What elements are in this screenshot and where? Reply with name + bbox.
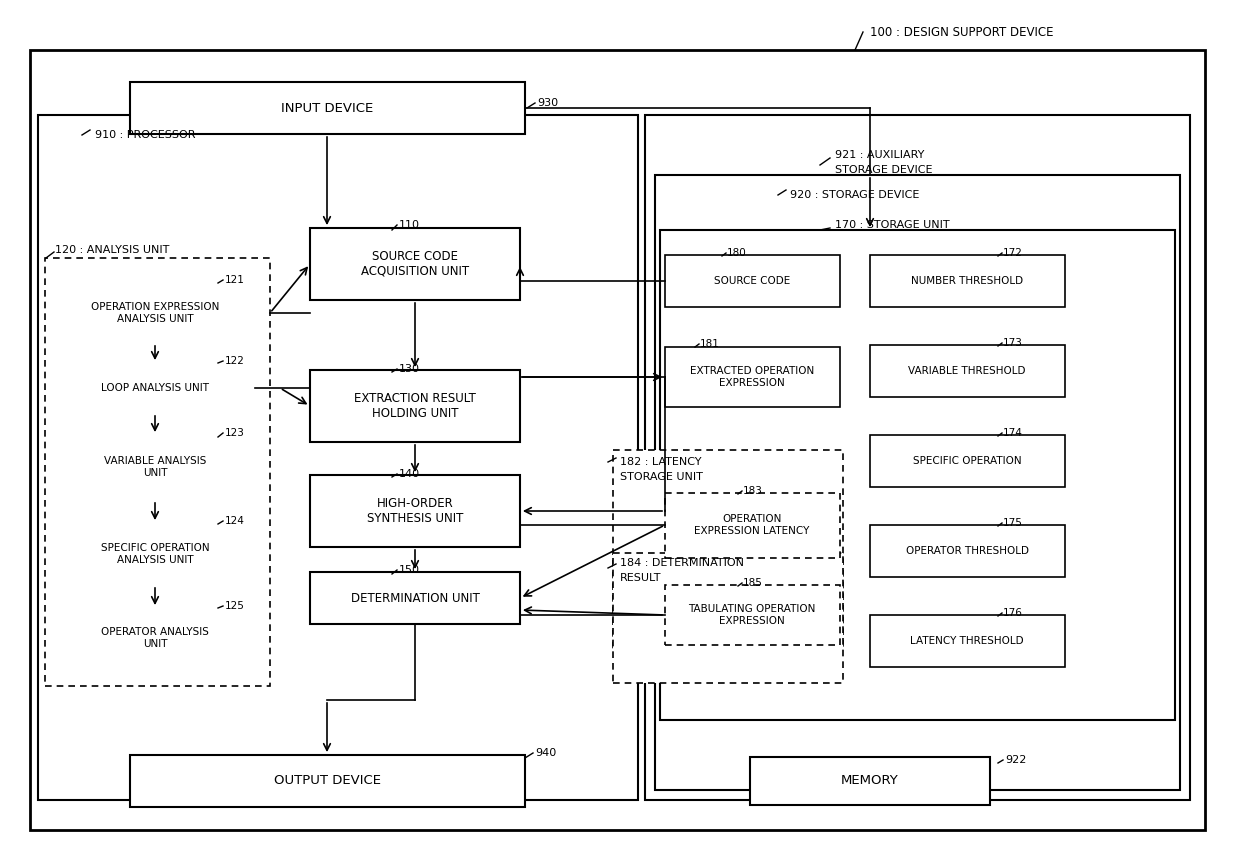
Bar: [55, 435, 255, 500]
Text: 183: 183: [743, 486, 763, 496]
Text: 172: 172: [1003, 248, 1023, 258]
Text: HIGH-ORDER
SYNTHESIS UNIT: HIGH-ORDER SYNTHESIS UNIT: [367, 497, 464, 525]
Text: EXTRACTION RESULT
HOLDING UNIT: EXTRACTION RESULT HOLDING UNIT: [355, 392, 476, 420]
Text: DETERMINATION UNIT: DETERMINATION UNIT: [351, 592, 480, 605]
Text: 940: 940: [534, 748, 557, 758]
Text: SOURCE CODE: SOURCE CODE: [714, 276, 790, 286]
Text: 930: 930: [537, 98, 558, 108]
Bar: [870, 345, 1065, 397]
Text: 125: 125: [224, 601, 244, 611]
Text: OPERATOR THRESHOLD: OPERATOR THRESHOLD: [905, 546, 1028, 556]
Bar: [870, 615, 1065, 667]
Text: 122: 122: [224, 356, 244, 366]
Text: LATENCY THRESHOLD: LATENCY THRESHOLD: [910, 636, 1024, 646]
Text: 140: 140: [399, 469, 420, 479]
Text: 182 : LATENCY: 182 : LATENCY: [620, 457, 702, 467]
Text: STORAGE DEVICE: STORAGE DEVICE: [835, 165, 932, 175]
Bar: [665, 585, 839, 645]
Text: 120 : ANALYSIS UNIT: 120 : ANALYSIS UNIT: [55, 245, 170, 255]
Text: LOOP ANALYSIS UNIT: LOOP ANALYSIS UNIT: [100, 383, 210, 393]
Text: NUMBER THRESHOLD: NUMBER THRESHOLD: [911, 276, 1023, 286]
Bar: [655, 175, 1180, 790]
Bar: [310, 228, 520, 300]
Text: OUTPUT DEVICE: OUTPUT DEVICE: [274, 774, 381, 787]
Bar: [665, 493, 839, 558]
Text: 123: 123: [224, 428, 244, 438]
Bar: [55, 363, 255, 413]
Text: 921 : AUXILIARY: 921 : AUXILIARY: [835, 150, 924, 160]
Bar: [750, 757, 990, 805]
Text: 176: 176: [1003, 608, 1023, 618]
Bar: [55, 608, 255, 668]
Text: 174: 174: [1003, 428, 1023, 438]
Bar: [870, 255, 1065, 307]
Text: 175: 175: [1003, 518, 1023, 528]
Bar: [310, 475, 520, 547]
Text: 910 : PROCESSOR: 910 : PROCESSOR: [95, 130, 196, 140]
Text: 922: 922: [1004, 755, 1027, 765]
Text: OPERATOR ANALYSIS
UNIT: OPERATOR ANALYSIS UNIT: [102, 627, 208, 649]
Text: SPECIFIC OPERATION
ANALYSIS UNIT: SPECIFIC OPERATION ANALYSIS UNIT: [100, 543, 210, 565]
Text: SPECIFIC OPERATION: SPECIFIC OPERATION: [913, 456, 1022, 466]
Text: MEMORY: MEMORY: [841, 774, 899, 787]
Bar: [665, 347, 839, 407]
Text: 121: 121: [224, 275, 244, 285]
Bar: [130, 82, 525, 134]
Text: OPERATION
EXPRESSION LATENCY: OPERATION EXPRESSION LATENCY: [694, 514, 810, 536]
Text: INPUT DEVICE: INPUT DEVICE: [281, 101, 373, 115]
Bar: [38, 115, 639, 800]
Text: 130: 130: [399, 364, 420, 374]
Text: 100 : DESIGN SUPPORT DEVICE: 100 : DESIGN SUPPORT DEVICE: [870, 26, 1054, 39]
Text: STORAGE UNIT: STORAGE UNIT: [620, 472, 703, 482]
Text: 110: 110: [399, 220, 420, 230]
Bar: [645, 115, 1190, 800]
Bar: [665, 255, 839, 307]
Bar: [660, 230, 1176, 720]
Text: VARIABLE ANALYSIS
UNIT: VARIABLE ANALYSIS UNIT: [104, 456, 206, 478]
Text: 150: 150: [399, 565, 420, 575]
Bar: [613, 450, 843, 650]
Bar: [310, 370, 520, 442]
Text: RESULT: RESULT: [620, 573, 661, 583]
Text: 181: 181: [701, 339, 720, 349]
Bar: [55, 283, 255, 343]
Bar: [130, 755, 525, 807]
Bar: [55, 523, 255, 585]
Text: 184 : DETERMINATION: 184 : DETERMINATION: [620, 558, 744, 568]
Text: 170 : STORAGE UNIT: 170 : STORAGE UNIT: [835, 220, 950, 230]
Bar: [870, 435, 1065, 487]
Bar: [613, 553, 843, 683]
Text: EXTRACTED OPERATION
EXPRESSION: EXTRACTED OPERATION EXPRESSION: [689, 366, 815, 388]
Text: 124: 124: [224, 516, 244, 526]
Text: TABULATING OPERATION
EXPRESSION: TABULATING OPERATION EXPRESSION: [688, 604, 816, 626]
Text: OPERATION EXPRESSION
ANALYSIS UNIT: OPERATION EXPRESSION ANALYSIS UNIT: [91, 302, 219, 324]
Text: 173: 173: [1003, 338, 1023, 348]
Text: 920 : STORAGE DEVICE: 920 : STORAGE DEVICE: [790, 190, 919, 200]
Bar: [870, 525, 1065, 577]
Text: 180: 180: [727, 248, 746, 258]
Bar: [310, 572, 520, 624]
Text: 185: 185: [743, 578, 763, 588]
Text: VARIABLE THRESHOLD: VARIABLE THRESHOLD: [908, 366, 1025, 376]
Text: SOURCE CODE
ACQUISITION UNIT: SOURCE CODE ACQUISITION UNIT: [361, 250, 469, 278]
Bar: [45, 258, 270, 686]
